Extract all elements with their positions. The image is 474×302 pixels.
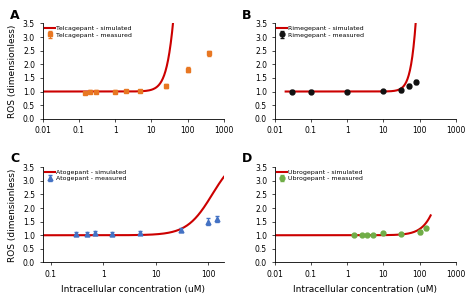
Line: Telcagepant - simulated: Telcagepant - simulated: [43, 0, 218, 92]
Telcagepant - simulated: [109, 90, 115, 93]
Rimegepant - simulated: [335, 90, 340, 93]
X-axis label: Intracellular concentration (uM): Intracellular concentration (uM): [293, 285, 438, 294]
Telcagepant - simulated: [61, 90, 67, 93]
Atogepant - simulated: [40, 233, 46, 237]
Telcagepant - simulated: [40, 90, 46, 93]
Atogepant - simulated: [172, 230, 177, 233]
Rimegepant - simulated: [283, 90, 289, 93]
Text: C: C: [10, 152, 19, 165]
Ubrogepant - simulated: [291, 233, 296, 237]
Atogepant - simulated: [99, 233, 105, 237]
Atogepant - simulated: [111, 233, 117, 237]
X-axis label: Intracellular concentration (uM): Intracellular concentration (uM): [61, 285, 205, 294]
Legend: Atogepant - simulated, Atogepant - measured: Atogepant - simulated, Atogepant - measu…: [45, 169, 128, 182]
Ubrogepant - simulated: [428, 214, 434, 217]
Atogepant - simulated: [62, 233, 67, 237]
Atogepant - simulated: [154, 233, 160, 236]
Ubrogepant - simulated: [385, 233, 391, 237]
Line: Atogepant - simulated: Atogepant - simulated: [43, 177, 224, 235]
Rimegepant - simulated: [346, 90, 352, 93]
Y-axis label: ROS (dimensionless): ROS (dimensionless): [9, 168, 18, 262]
Legend: Rimegepant - simulated, Rimegepant - measured: Rimegepant - simulated, Rimegepant - mea…: [277, 25, 365, 38]
Ubrogepant - simulated: [370, 233, 376, 237]
Text: B: B: [242, 8, 252, 21]
Atogepant - simulated: [221, 175, 227, 179]
Text: D: D: [242, 152, 252, 165]
Text: A: A: [10, 8, 19, 21]
Rimegepant - simulated: [398, 87, 403, 91]
Legend: Ubrogepant - simulated, Ubrogepant - measured: Ubrogepant - simulated, Ubrogepant - mea…: [277, 169, 364, 182]
Telcagepant - simulated: [97, 90, 103, 93]
Y-axis label: ROS (dimensionless): ROS (dimensionless): [9, 24, 18, 118]
Rimegepant - simulated: [302, 90, 308, 93]
Ubrogepant - simulated: [272, 233, 278, 237]
Legend: Telcagepant - simulated, Telcagepant - measured: Telcagepant - simulated, Telcagepant - m…: [45, 25, 133, 38]
Atogepant - simulated: [171, 230, 176, 233]
Rimegepant - simulated: [399, 86, 404, 90]
Line: Rimegepant - simulated: Rimegepant - simulated: [286, 0, 445, 92]
Ubrogepant - simulated: [323, 233, 328, 237]
Telcagepant - simulated: [166, 50, 172, 54]
Ubrogepant - simulated: [384, 233, 390, 237]
Line: Ubrogepant - simulated: Ubrogepant - simulated: [275, 215, 431, 235]
Telcagepant - simulated: [150, 87, 156, 91]
Rimegepant - simulated: [383, 90, 389, 93]
Telcagepant - simulated: [167, 45, 173, 48]
Ubrogepant - simulated: [334, 233, 339, 237]
